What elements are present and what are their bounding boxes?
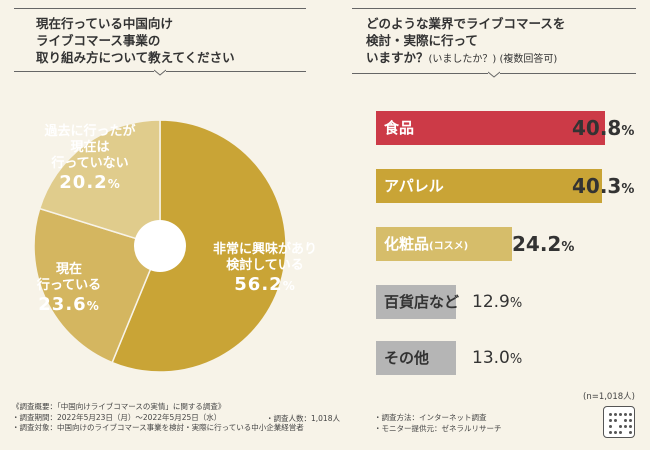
right-question-line: 検討・実際に行って — [366, 33, 478, 48]
right-question-line: いますか？(いましたか？) (複数回答可) — [366, 49, 636, 68]
survey-target: ・調査対象：中国向けのライブコマース事業を検討・実際に行っている中小企業経営者 — [12, 423, 304, 432]
pie-label-interested: 非常に興味があり 検討している 56.2% — [200, 242, 330, 297]
pie-label-line: 行っている — [36, 278, 102, 293]
pie-center-hole — [134, 220, 186, 272]
left-question-text: 現在行っている中国向け ライブコマース事業の 取り組み方について教えてください — [14, 9, 306, 66]
bar-category-label: 百貨店など — [384, 293, 460, 311]
bar-value-label: 40.8% — [572, 116, 635, 140]
pie-label-line: 行っていない — [51, 156, 129, 171]
pie-label-percent: 20.2% — [59, 172, 121, 193]
bar-category-label: アパレル — [384, 177, 444, 195]
survey-provider: ・モニター提供元：ゼネラルリサーチ — [374, 423, 502, 433]
bar — [376, 227, 512, 261]
question-top-rule — [352, 8, 636, 9]
survey-method: ・調査方法：インターネット調査 — [374, 413, 487, 422]
bar-value-label: 12.9% — [472, 292, 523, 312]
question-top-rule — [14, 8, 306, 9]
bar-category-label: 化粧品(コスメ) — [384, 235, 469, 253]
bar — [376, 111, 605, 145]
right-question-main: いますか？ — [366, 50, 429, 65]
pie-label-line: 非常に興味があり — [212, 242, 317, 257]
bar-value-label: 40.3% — [572, 174, 635, 198]
pie-label-line: 過去に行ったが — [44, 124, 136, 139]
pie-label-line: 現在は — [70, 140, 110, 155]
chevron-down-icon — [154, 69, 166, 76]
bar-category-label: 食品 — [384, 119, 415, 137]
bar-value-label: 24.2% — [512, 232, 575, 256]
bar-value-label: 13.0% — [472, 348, 523, 368]
survey-period: ・調査期間：2022年5月23日（月）～2022年5月25日（水） — [12, 412, 222, 422]
pie-label-line: 現在 — [55, 262, 82, 277]
right-question-note: (いましたか？) (複数回答可) — [428, 54, 558, 65]
pie-label-past: 過去に行ったが 現在は 行っていない 20.2% — [22, 124, 158, 195]
survey-method-block: ・調査方法：インターネット調査 ・モニター提供元：ゼネラルリサーチ — [374, 413, 502, 434]
left-question-box: 現在行っている中国向け ライブコマース事業の 取り組み方について教えてください — [14, 8, 306, 78]
right-question-box: どのような業界でライブコマースを 検討・実際に行って いますか？(いましたか？)… — [352, 8, 636, 80]
survey-respondents: ・調査人数：1,018人 — [266, 414, 340, 423]
sample-size-note: (n=1,018人) — [583, 392, 635, 402]
question-bottom-rule — [14, 66, 306, 78]
survey-overview: 《調査概要：「中国向けライブコマースの実情」に関する調査》 ・調査期間：2022… — [12, 402, 304, 434]
bar — [376, 169, 602, 203]
left-question-line: 現在行っている中国向け — [36, 16, 173, 31]
survey-title: 《調査概要：「中国向けライブコマースの実情」に関する調査》 — [12, 402, 226, 411]
brand-logo — [603, 406, 635, 438]
pie-label-percent: 23.6% — [38, 294, 100, 315]
question-bottom-rule — [352, 68, 636, 80]
pie-label-currently: 現在 行っている 23.6% — [24, 262, 114, 317]
right-question-text: どのような業界でライブコマースを 検討・実際に行って いますか？(いましたか？)… — [352, 9, 636, 68]
bar-category-label: その他 — [384, 349, 430, 367]
left-question-line: 取り組み方について教えてください — [36, 50, 235, 65]
pie-label-line: 検討している — [226, 258, 304, 273]
pie-label-percent: 56.2% — [234, 274, 296, 295]
bar — [376, 341, 456, 375]
bar — [376, 285, 456, 319]
left-question-line: ライブコマース事業の — [36, 33, 161, 48]
chevron-down-icon — [488, 71, 500, 78]
right-question-line: どのような業界でライブコマースを — [366, 16, 566, 31]
